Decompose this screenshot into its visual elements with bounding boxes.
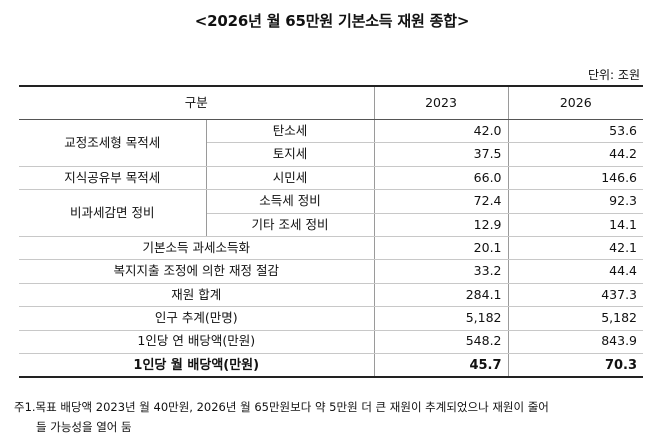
footnote-line: 주1.목표 배당액 2023년 월 40만원, 2026년 월 65만원보다 약… <box>14 400 549 414</box>
table-row: 비과세감면 정비 소득세 정비 72.4 92.3 <box>19 189 644 237</box>
header-year-2023: 2023 <box>373 85 509 120</box>
group-label: 교정조세형 목적세 <box>19 119 207 167</box>
row-label: 기타 조세 정비 <box>206 212 375 237</box>
row-label: 탄소세 <box>205 118 375 144</box>
row-label: 1인당 월 배당액(만원) <box>19 352 375 379</box>
value-2023: 5,182 <box>373 306 509 331</box>
value-2023: 33.2 <box>373 259 509 284</box>
table-row: 재원 합계 284.1 437.3 <box>19 282 644 308</box>
header-year-2026: 2026 <box>507 85 644 120</box>
table-row: 교정조세형 목적세 탄소세 42.0 53.6 <box>19 118 644 167</box>
value-2026: 70.3 <box>507 352 644 379</box>
unit-label: 단위: 조원 <box>587 68 640 82</box>
value-2023: 66.0 <box>373 165 509 191</box>
table-row: 기타 조세 정비 12.9 14.1 <box>19 212 644 237</box>
value-2026: 437.3 <box>507 282 644 308</box>
value-2026: 5,182 <box>507 306 644 331</box>
value-2023: 548.2 <box>373 329 509 354</box>
header-category: 구분 <box>19 85 375 120</box>
value-2023: 42.0 <box>373 118 509 144</box>
value-2023: 284.1 <box>373 282 509 308</box>
table-row: 지식공유부 목적세 시민세 66.0 146.6 <box>19 165 644 191</box>
table-row: 1인당 월 배당액(만원) 45.7 70.3 <box>19 352 644 379</box>
value-2026: 92.3 <box>507 189 644 214</box>
row-label: 소득세 정비 <box>205 189 375 214</box>
table-row: 복지지출 조정에 의한 재정 절감 33.2 44.4 <box>19 259 644 284</box>
value-2023: 45.7 <box>373 352 509 379</box>
table-row: 1인당 연 배당액(만원) 548.2 843.9 <box>19 329 644 354</box>
value-2026: 146.6 <box>507 165 644 191</box>
table-row: 인구 추계(만명) 5,182 5,182 <box>19 306 644 331</box>
value-2023: 12.9 <box>373 212 509 237</box>
value-2023: 20.1 <box>373 235 509 261</box>
footnote: 주1.목표 배당액 2023년 월 40만원, 2026년 월 65만원보다 약… <box>14 397 654 437</box>
value-2023: 37.5 <box>373 142 509 167</box>
row-label: 1인당 연 배당액(만원) <box>19 329 375 354</box>
value-2026: 53.6 <box>507 118 644 144</box>
row-label: 재원 합계 <box>19 282 375 308</box>
value-2026: 843.9 <box>507 329 644 354</box>
value-2026: 44.2 <box>507 142 644 167</box>
row-label: 시민세 <box>205 165 375 191</box>
row-label: 토지세 <box>206 142 375 167</box>
value-2026: 44.4 <box>507 259 644 284</box>
value-2023: 72.4 <box>373 189 509 214</box>
funding-table: 구분 2023 2026 교정조세형 목적세 탄소세 42.0 53.6 토지세… <box>19 85 644 379</box>
table-title: <2026년 월 65만원 기본소득 재원 종합> <box>194 12 470 30</box>
group-label: 비과세감면 정비 <box>19 189 207 237</box>
table-row: 토지세 37.5 44.2 <box>19 142 644 167</box>
table-header-row: 구분 2023 2026 <box>19 85 644 120</box>
footnote-line: 들 가능성을 열어 둠 <box>36 420 132 434</box>
value-2026: 14.1 <box>507 212 644 237</box>
group-label: 지식공유부 목적세 <box>19 165 207 191</box>
row-label: 인구 추계(만명) <box>19 306 375 331</box>
table-row: 기본소득 과세소득화 20.1 42.1 <box>19 235 644 261</box>
value-2026: 42.1 <box>507 235 644 261</box>
row-label: 기본소득 과세소득화 <box>19 235 375 261</box>
row-label: 복지지출 조정에 의한 재정 절감 <box>19 259 375 284</box>
